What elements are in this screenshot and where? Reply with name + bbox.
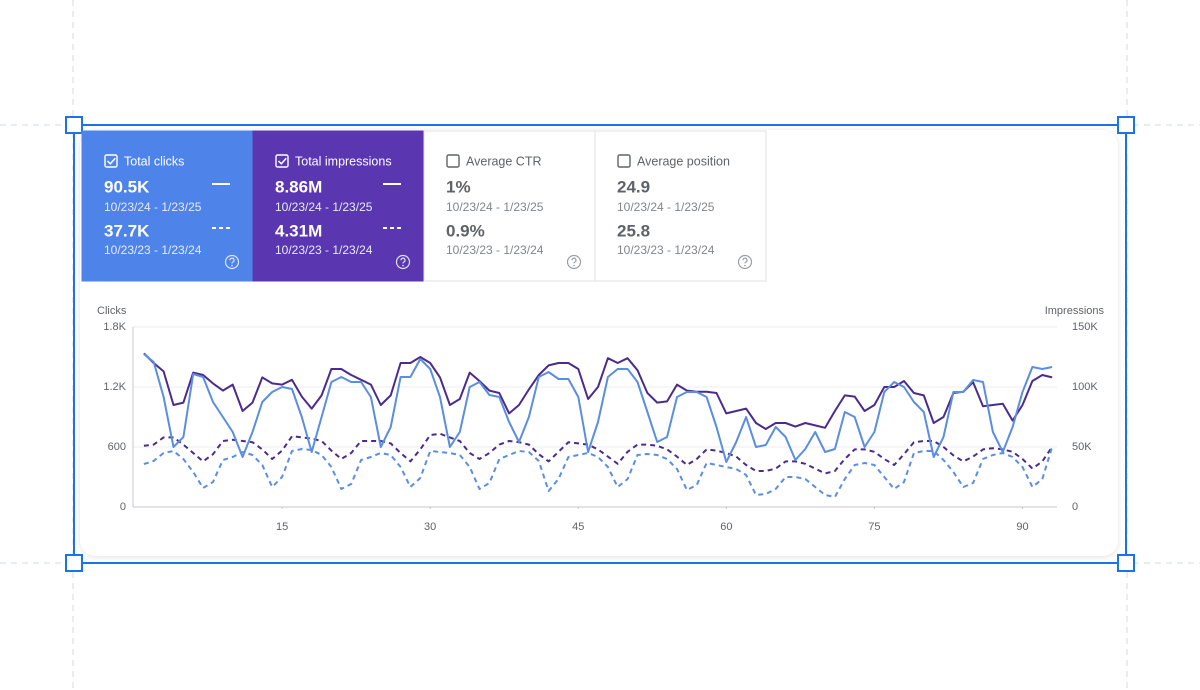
- card-prev-value: 25.8: [617, 221, 650, 240]
- chart: Clicks Impressions 0 600 1.2K 1.8K 0 50K 100K 150…: [97, 305, 1105, 533]
- card-bg: [252, 130, 425, 282]
- card-range: 10/23/24 - 1/23/25: [617, 200, 715, 214]
- card-prev-range: 10/23/23 - 1/23/24: [446, 243, 544, 257]
- card-prev-value: 37.7K: [104, 221, 150, 240]
- card-value: 90.5K: [104, 177, 150, 196]
- x-tick-label: 60: [720, 521, 732, 533]
- help-icon[interactable]: [566, 254, 582, 270]
- card-prev-value: 4.31M: [275, 221, 322, 240]
- help-dot: [231, 264, 233, 267]
- y2-tick-label: 0: [1072, 501, 1078, 513]
- card-prev-range: 10/23/23 - 1/23/24: [104, 243, 202, 257]
- x-tick-label: 45: [572, 521, 584, 533]
- checkbox[interactable]: [104, 154, 118, 168]
- card-title: Total impressions: [295, 154, 392, 168]
- card-bg: [594, 130, 767, 282]
- help-icon[interactable]: [737, 254, 753, 270]
- card-title: Average position: [637, 154, 730, 168]
- y-tick-label: 600: [108, 441, 126, 453]
- series-line: [143, 352, 1053, 430]
- help-dot: [744, 264, 746, 267]
- help-glyph: [229, 257, 235, 264]
- series-line: [143, 353, 1053, 463]
- metric-card[interactable]: Total clicks 90.5K 10/23/24 - 1/23/25 37.7K…: [81, 130, 254, 282]
- card-range: 10/23/24 - 1/23/25: [446, 200, 544, 214]
- selection-box: [73, 124, 1127, 564]
- help-glyph: [400, 257, 406, 264]
- help-icon[interactable]: [224, 254, 240, 270]
- card-prev-value: 0.9%: [446, 221, 485, 240]
- series-line: [143, 432, 1053, 475]
- checkbox[interactable]: [446, 154, 460, 168]
- help-dot: [573, 264, 575, 267]
- card-range: 10/23/24 - 1/23/25: [275, 200, 373, 214]
- y-tick-label: 1.8K: [103, 321, 126, 333]
- x-tick-label: 15: [276, 521, 288, 533]
- help-glyph: [742, 257, 748, 264]
- card-prev-range: 10/23/23 - 1/23/24: [617, 243, 715, 257]
- x-tick-label: 30: [424, 521, 436, 533]
- y2-tick-label: 150K: [1072, 321, 1098, 333]
- metric-card[interactable]: Average position 24.9 10/23/24 - 1/23/25 25…: [594, 130, 767, 282]
- check-mark: [106, 157, 116, 165]
- card-value: 1%: [446, 177, 471, 196]
- card-bg: [423, 130, 596, 282]
- checkbox[interactable]: [617, 154, 631, 168]
- y2-axis-label: Impressions: [1045, 305, 1105, 317]
- card-value: 8.86M: [275, 177, 322, 196]
- card-title: Average CTR: [466, 154, 542, 168]
- help-dot: [402, 264, 404, 267]
- card-range: 10/23/24 - 1/23/25: [104, 200, 202, 214]
- y2-tick-label: 100K: [1072, 381, 1098, 393]
- help-glyph: [571, 257, 577, 264]
- y-tick-label: 0: [120, 501, 126, 513]
- y-tick-label: 1.2K: [103, 381, 126, 393]
- x-tick-label: 75: [868, 521, 880, 533]
- help-icon[interactable]: [395, 254, 411, 270]
- metric-card[interactable]: Total impressions 8.86M 10/23/24 - 1/23/25…: [252, 130, 425, 282]
- y2-tick-label: 50K: [1072, 441, 1092, 453]
- check-mark: [277, 157, 287, 165]
- handles: [65, 116, 1135, 572]
- card-title: Total clicks: [124, 154, 184, 168]
- card-prev-range: 10/23/23 - 1/23/24: [275, 243, 373, 257]
- metric-cards: Total clicks 90.5K 10/23/24 - 1/23/25 37.7K…: [81, 130, 767, 282]
- x-tick-label: 90: [1016, 521, 1028, 533]
- card-value: 24.9: [617, 177, 650, 196]
- metric-card[interactable]: Average CTR 1% 10/23/24 - 1/23/25 0.9% 10/23…: [423, 130, 596, 282]
- checkbox[interactable]: [275, 154, 289, 168]
- y-axis-label: Clicks: [97, 305, 127, 317]
